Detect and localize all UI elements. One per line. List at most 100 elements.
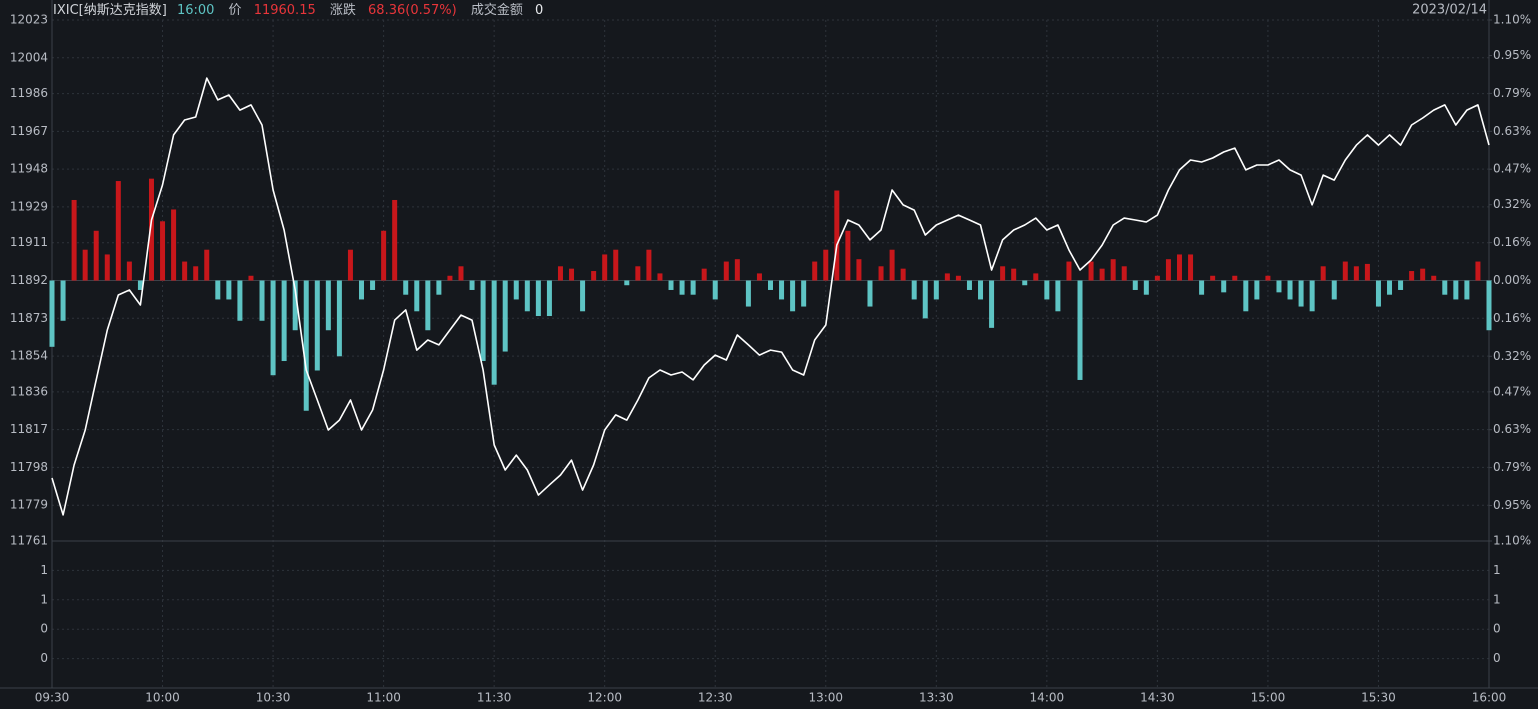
bar [359,280,365,300]
bar [1221,280,1227,293]
bar [1442,280,1448,295]
bar [1309,280,1315,312]
x-tick-label: 11:00 [366,691,401,705]
bar [1331,280,1337,300]
bar [491,280,497,385]
bar [1364,263,1370,281]
bar [580,280,586,312]
x-tick-label: 10:30 [256,691,291,705]
bar [745,280,751,307]
bar [1254,280,1260,300]
x-tick-label: 09:30 [35,691,70,705]
x-tick-label: 15:30 [1361,691,1396,705]
bar [790,280,796,312]
bar [1475,261,1481,281]
bar [160,221,166,281]
bar [1375,280,1381,307]
bar [204,249,210,281]
bar [845,230,851,281]
y-tick-label: 11967 [10,124,48,138]
x-tick-label: 13:00 [808,691,843,705]
bar [469,280,475,290]
bar [325,280,331,331]
y2-tick-label: 0.63% [1493,422,1531,436]
bar [1353,266,1359,281]
bar [978,280,984,300]
y-tick-label: 11798 [10,460,48,474]
bar [436,280,442,295]
bar [1276,280,1282,293]
bar [801,280,807,307]
bar [104,254,110,281]
bar [1199,280,1205,295]
y2-tick-label: 0.95% [1493,48,1531,62]
y2-tick-label: 0.32% [1493,349,1531,363]
bar [1243,280,1249,312]
bar [513,280,519,300]
bar [1409,271,1415,281]
bar [1420,268,1426,281]
bar [370,280,376,290]
bar [756,273,762,281]
bar [768,280,773,290]
bar [569,268,575,281]
y-tick-label: 11986 [10,86,48,100]
header-date: 2023/02/14 [1412,3,1487,18]
y-tick-label: 12004 [10,50,48,64]
bar [944,273,950,281]
bar [1453,280,1459,300]
bar [834,190,840,281]
bar [71,199,77,281]
bar [248,275,254,281]
bar [1342,261,1348,281]
bar [1143,280,1149,295]
bar [657,273,663,281]
bar [381,230,387,281]
bar [1486,280,1492,331]
bar [458,266,464,281]
bar [1000,266,1006,281]
bar [613,249,619,281]
bar [226,280,232,300]
bar [1121,266,1127,281]
bar [171,209,177,281]
x-tick-label: 12:30 [698,691,733,705]
x-tick-label: 13:30 [919,691,954,705]
bar [679,280,685,295]
y-tick-label: 11817 [10,422,48,436]
bar [281,280,287,362]
bar [270,280,276,376]
bar [1464,280,1470,300]
y-tick-label: 11779 [10,498,48,512]
volume-tick-label-right: 1 [1493,592,1501,606]
bar [955,275,961,281]
bar [1298,280,1304,307]
y2-tick-label: 0.95% [1493,498,1531,512]
bar [878,266,884,281]
volume-tick-label: 0 [40,651,48,665]
y-tick-label: 11948 [10,162,48,176]
bar [1210,275,1216,281]
bar [1165,259,1171,281]
bar [1055,280,1061,312]
x-tick-label: 16:00 [1472,691,1507,705]
x-tick-label: 14:00 [1030,691,1065,705]
bar [1033,273,1039,281]
header-time: 16:00 [177,3,214,18]
bar [115,181,121,281]
y-tick-label: 11761 [10,534,48,548]
header: IXIC[纳斯达克指数] 16:00 价 11960.15 涨跌 68.36(0… [53,2,543,18]
bar [1066,261,1072,281]
bar [49,280,55,347]
bar [1232,275,1238,281]
bar [1099,268,1105,281]
bar [1265,275,1271,281]
bar [602,254,608,281]
bar [668,280,674,290]
header-change: 68.36(0.57%) [368,3,457,18]
bar [867,280,873,307]
bar [237,280,243,321]
y-tick-label: 11929 [10,199,48,213]
y2-tick-label: 0.00% [1493,273,1531,287]
